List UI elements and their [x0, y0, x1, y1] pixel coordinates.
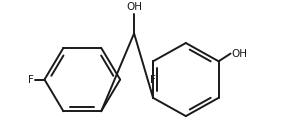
- Text: F: F: [28, 75, 34, 85]
- Text: OH: OH: [232, 49, 248, 59]
- Text: OH: OH: [126, 2, 142, 12]
- Text: F: F: [150, 75, 156, 85]
